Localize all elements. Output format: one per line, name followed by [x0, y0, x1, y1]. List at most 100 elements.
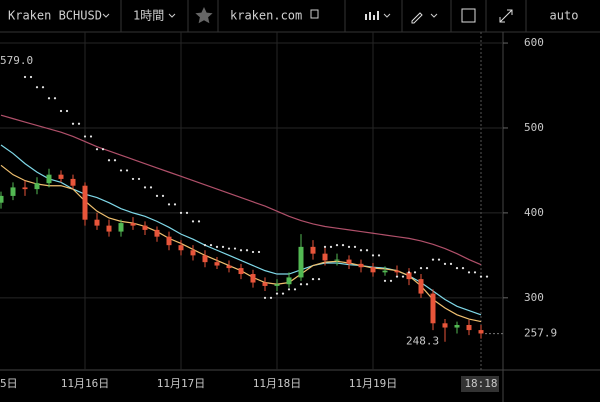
y-tick-label: 400: [524, 206, 544, 219]
sar-dot: [335, 244, 339, 247]
chevron: [102, 13, 110, 18]
sar-dot: [257, 250, 261, 254]
sar-dot: [155, 194, 159, 198]
y-tick-label: 500: [524, 121, 544, 134]
copy-icon[interactable]: [310, 9, 319, 19]
candle-body: [322, 253, 328, 261]
sar-dot: [431, 258, 435, 261]
candle-body: [94, 219, 100, 226]
candle-body: [58, 174, 64, 179]
chart-type-icon[interactable]: [365, 11, 379, 20]
sar-dot: [485, 275, 489, 278]
indicator-icon[interactable]: [461, 8, 476, 23]
candle-body: [106, 225, 112, 232]
candle-body: [262, 282, 268, 286]
candle-body: [238, 268, 244, 275]
candle-body: [274, 284, 280, 286]
x-tick-label: 11月17日: [157, 377, 206, 390]
sar-dot: [323, 245, 327, 248]
sar-dot: [353, 245, 357, 248]
sar-dot: [239, 249, 243, 252]
candle-body: [442, 323, 448, 328]
symbol[interactable]: Kraken BCHUSD: [8, 9, 102, 23]
sar-dot: [233, 247, 237, 250]
sar-dot: [197, 220, 201, 223]
sar-dot: [89, 135, 93, 138]
sar-dot: [209, 244, 213, 247]
candle-body: [0, 195, 4, 203]
sar-dot: [299, 283, 303, 286]
sar-dot: [263, 296, 267, 299]
sar-dot: [389, 279, 393, 282]
sar-dot: [167, 203, 171, 206]
fullscreen-icon[interactable]: [499, 9, 513, 23]
sar-dot: [449, 262, 453, 265]
sar-dot: [425, 266, 429, 270]
sar-dot: [251, 250, 255, 254]
candle-body: [10, 187, 16, 196]
interval[interactable]: 1時間: [133, 9, 164, 23]
sar-dot: [35, 86, 39, 89]
x-tick-label: 18:18: [464, 377, 497, 390]
axes: 300 400 500 600 5日 11月16日 11月17日 11月18日 11月19日 18…: [0, 36, 557, 392]
sar-dot: [29, 75, 33, 79]
sar-dot: [455, 266, 459, 270]
time-label-box: [461, 376, 499, 392]
site[interactable]: kraken.com: [230, 9, 302, 23]
sar-dot: [173, 203, 177, 206]
sar-dot: [407, 271, 411, 274]
favorite-icon[interactable]: [195, 7, 213, 24]
sar-dot: [161, 194, 165, 198]
candle-body: [130, 223, 136, 226]
candle-body: [166, 236, 172, 246]
candle-body: [250, 274, 256, 283]
sar-dot: [443, 262, 447, 265]
grid: [0, 32, 503, 370]
sar-dot: [395, 275, 399, 278]
sar-dot: [53, 97, 57, 100]
sar-dot: [467, 271, 471, 274]
candle-body: [346, 259, 352, 264]
y-tick-label: 600: [524, 36, 544, 49]
sar-dot: [305, 283, 309, 286]
candle-body: [406, 272, 412, 280]
price-annotation: 248.3: [406, 335, 439, 348]
sar-dot: [125, 169, 129, 172]
candle-body: [478, 330, 484, 334]
candle-body: [286, 277, 292, 285]
sar-dot: [203, 244, 207, 247]
candle-body: [310, 246, 316, 254]
sar-dot: [131, 177, 135, 181]
sar-dot: [275, 292, 279, 295]
draw-icon[interactable]: [411, 12, 423, 24]
chevron: [383, 13, 391, 18]
sar-dot: [71, 122, 75, 125]
sar-dot: [185, 211, 189, 214]
sar-dot: [287, 288, 291, 291]
sar-dot: [59, 109, 63, 113]
candle-body: [46, 174, 52, 184]
sar-dot: [113, 159, 117, 162]
sar-dot: [107, 159, 111, 162]
candle-body: [178, 245, 184, 251]
candle-body: [418, 279, 424, 294]
sar-dot: [77, 122, 81, 125]
candle-body: [70, 178, 76, 186]
sar-dot: [245, 249, 249, 252]
scale-mode[interactable]: auto: [550, 9, 579, 23]
x-tick-label: 5日: [0, 377, 18, 390]
sar-dot: [293, 288, 297, 291]
y-tick-label: 300: [524, 291, 544, 304]
x-tick-label: 11月19日: [349, 377, 398, 390]
sar-dot: [419, 266, 423, 270]
sar-dot: [23, 75, 27, 79]
sar-dot: [437, 258, 441, 261]
chevron: [168, 13, 176, 18]
sar-dot: [311, 278, 315, 281]
sar-dot: [179, 211, 183, 214]
candle-body: [118, 223, 124, 232]
sar-dot: [215, 245, 219, 248]
sar-dot: [47, 97, 51, 100]
sar-dot: [413, 271, 417, 274]
